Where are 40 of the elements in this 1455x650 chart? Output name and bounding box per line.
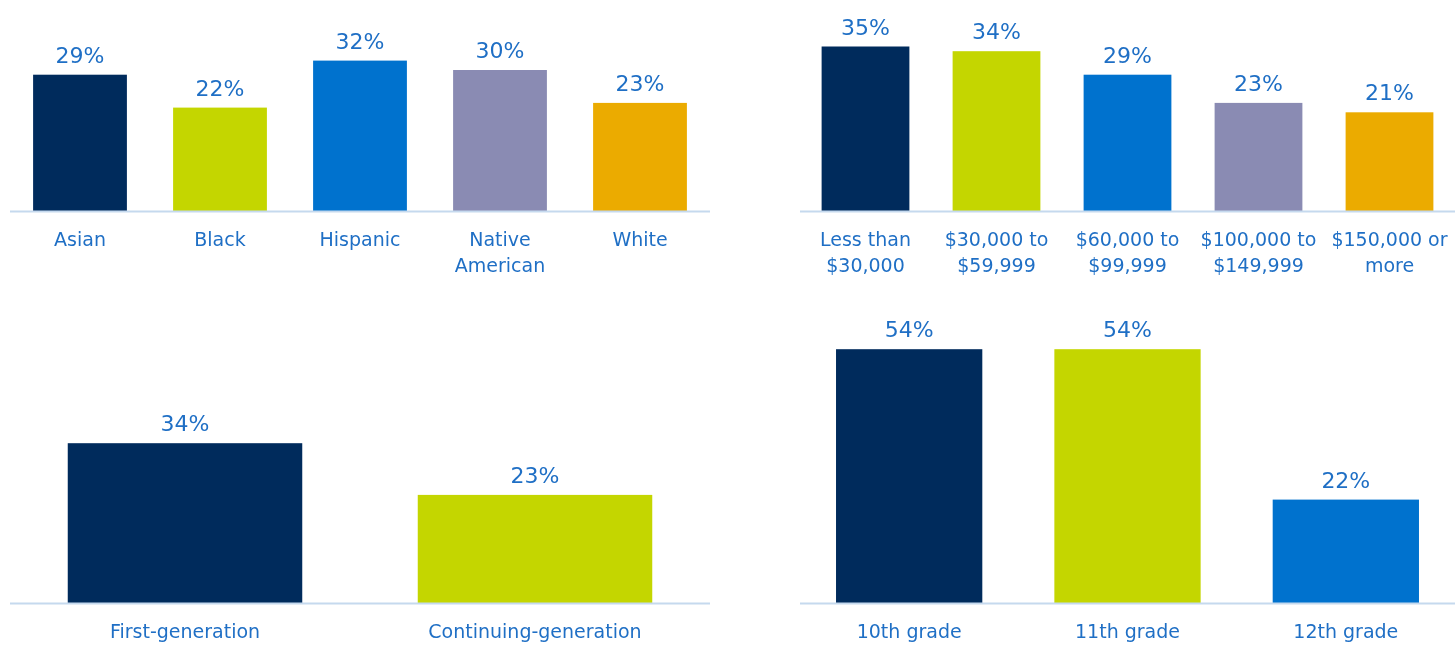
bar (1214, 102, 1303, 211)
bar (33, 74, 127, 211)
data-label: 54% (1103, 317, 1152, 343)
bar (1345, 112, 1434, 211)
data-label: 34% (160, 411, 210, 437)
bar (453, 70, 547, 211)
x-tick-label: First-generation (109, 620, 261, 642)
x-tick-label: $150,000 or more (1331, 228, 1448, 276)
data-label: 29% (1103, 42, 1152, 68)
x-tick-label: 10th grade (856, 620, 962, 642)
data-label: 30% (475, 38, 525, 63)
bar (313, 60, 407, 211)
x-tick-label: 12th grade (1293, 620, 1399, 642)
bar (173, 107, 267, 211)
x-tick-label: $30,000 to $59,999 (944, 228, 1049, 276)
x-tick-label: White (612, 228, 668, 250)
x-tick-label: Continuing-generation (428, 620, 642, 642)
data-label: 21% (1365, 80, 1414, 106)
bar (821, 46, 910, 211)
x-tick-label: $100,000 to $149,999 (1200, 228, 1317, 276)
data-label: 22% (195, 75, 245, 101)
x-tick-label: Asian (54, 228, 106, 250)
x-tick-label: Native American (454, 228, 546, 276)
bar (1083, 74, 1172, 211)
x-tick-label: Black (194, 228, 246, 250)
data-label: 23% (510, 462, 560, 488)
data-label: 22% (1321, 467, 1371, 493)
data-label: 29% (55, 42, 105, 68)
bar (952, 51, 1041, 211)
x-tick-label: Hispanic (319, 228, 401, 250)
data-label: 54% (884, 317, 934, 343)
data-label: 23% (615, 70, 665, 96)
data-label: 32% (335, 28, 385, 54)
data-label: 34% (972, 19, 1021, 45)
x-tick-label: Less than $30,000 (820, 228, 911, 276)
data-label: 35% (841, 14, 890, 40)
bar (593, 102, 687, 211)
x-tick-label: 11th grade (1075, 620, 1180, 642)
data-label: 23% (1234, 70, 1283, 96)
x-tick-label: $60,000 to $99,999 (1075, 228, 1180, 276)
